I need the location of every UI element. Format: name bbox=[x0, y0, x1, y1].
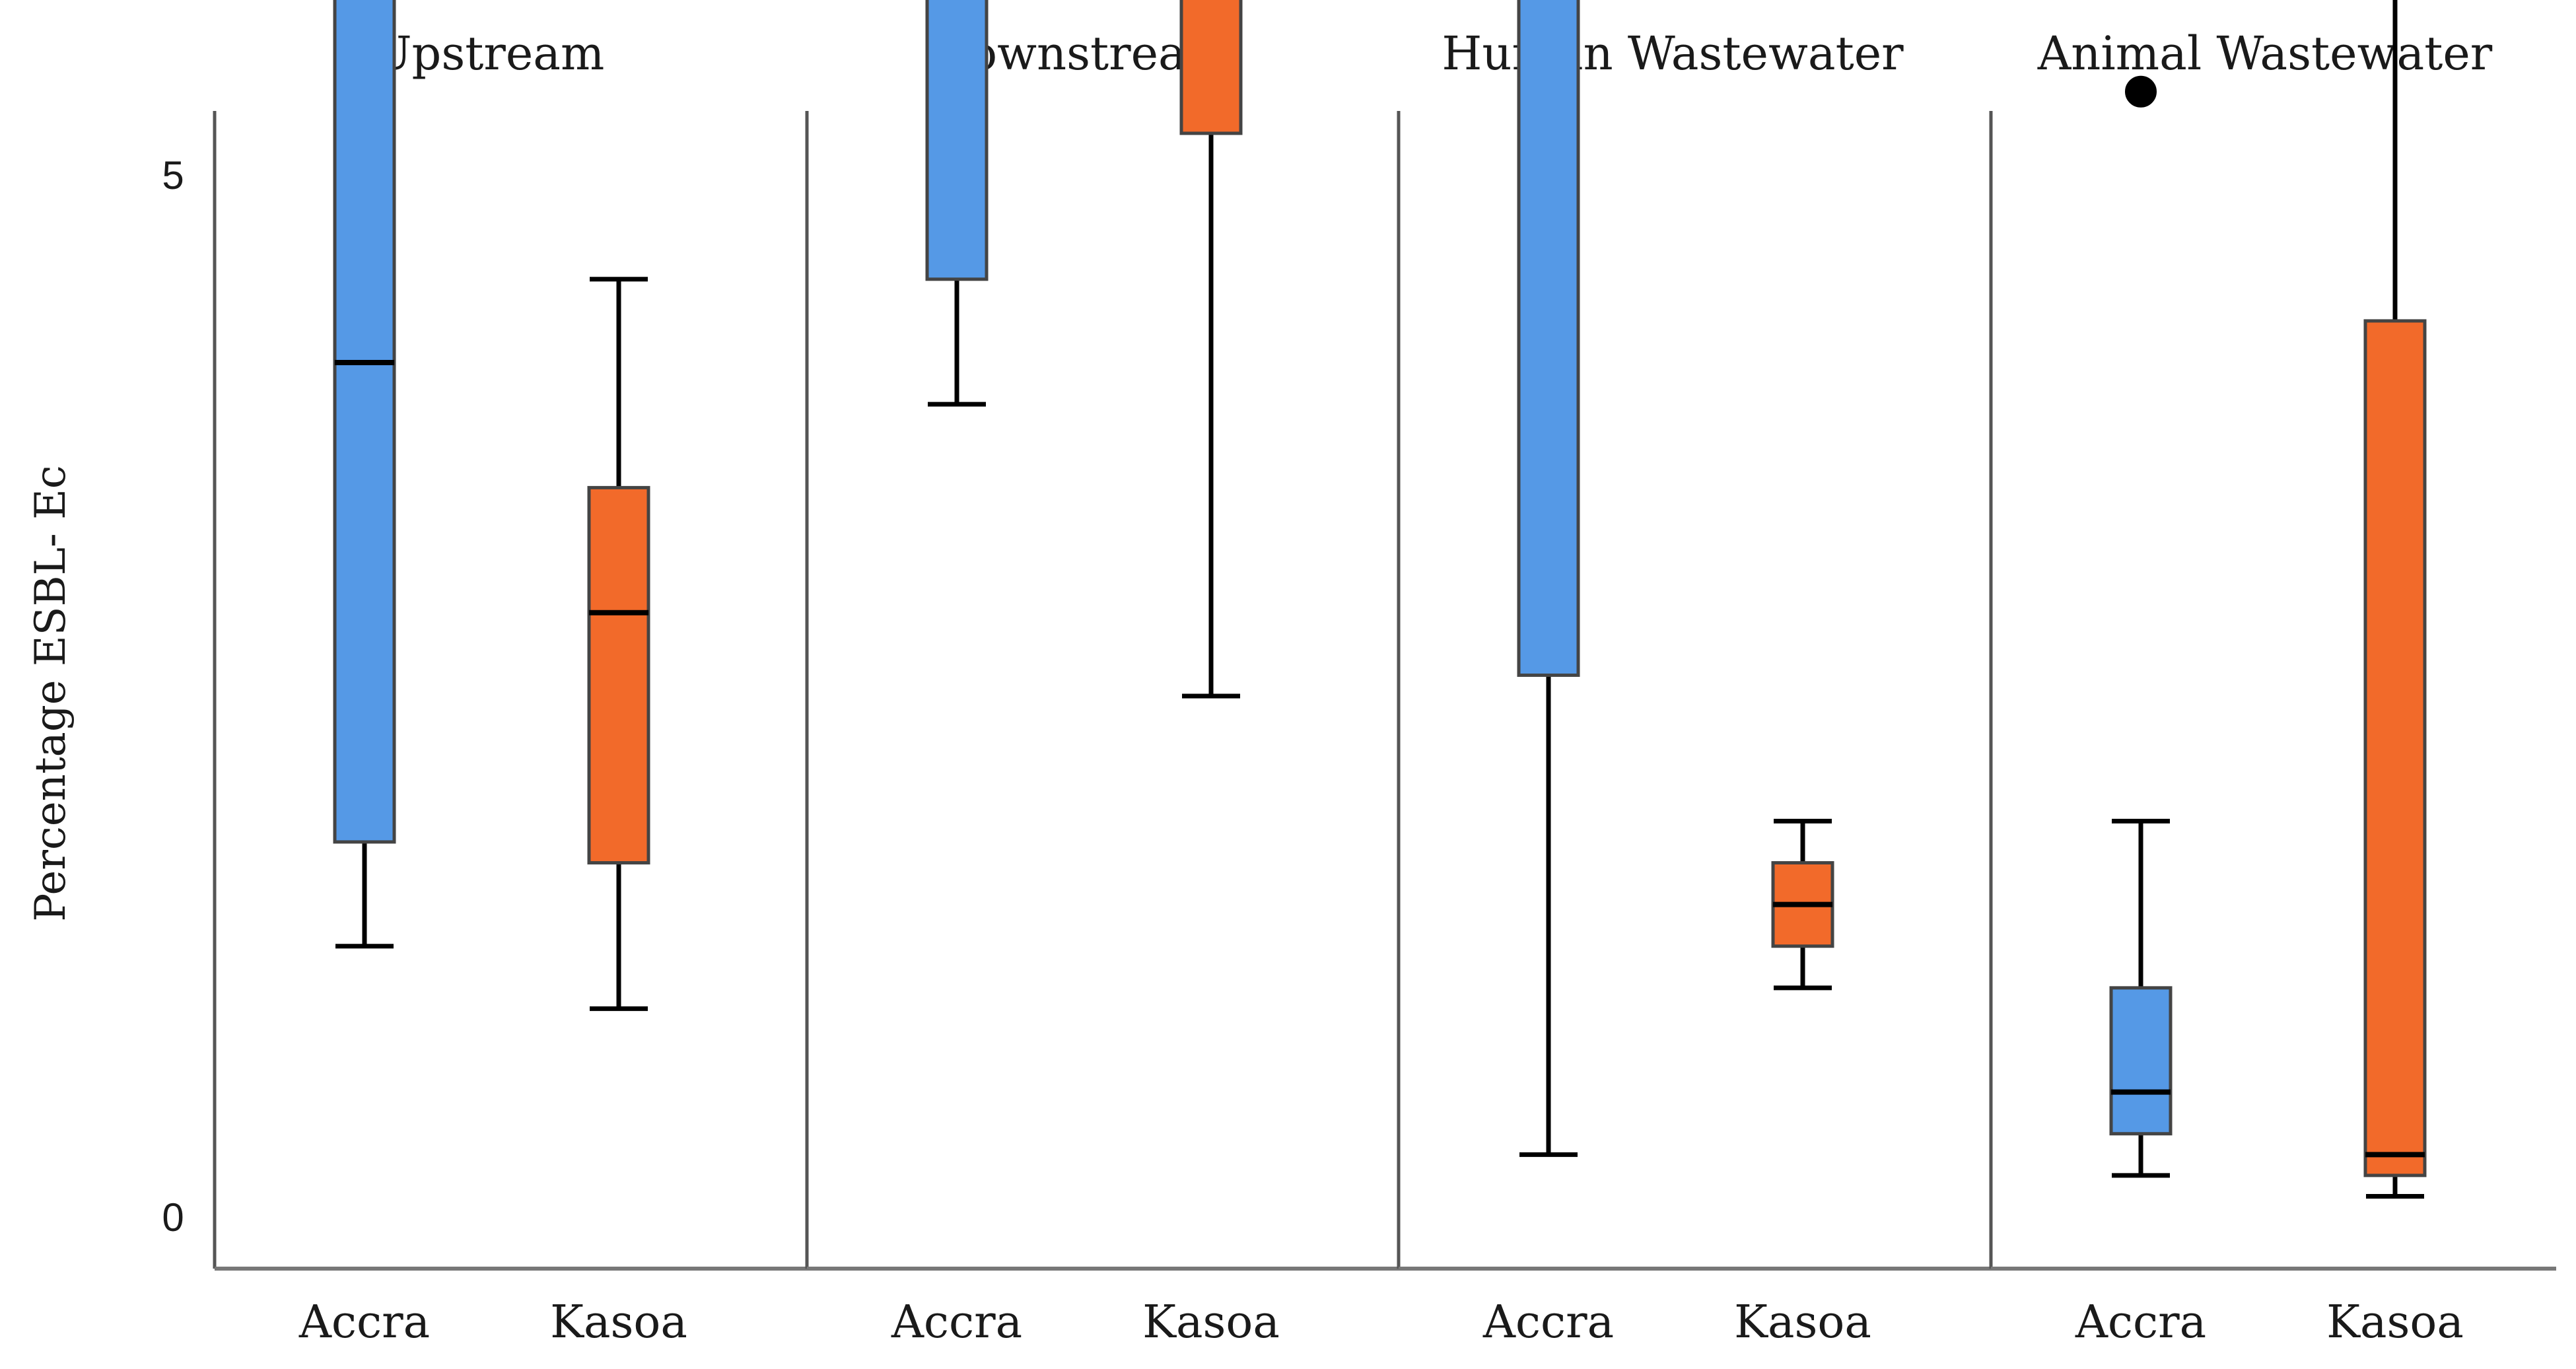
iqr-box bbox=[2109, 986, 2173, 1136]
y-axis-label: Percentage ESBL- Ec bbox=[26, 465, 75, 921]
outlier-point bbox=[2125, 75, 2157, 108]
panel-title: Animal Wastewater bbox=[2037, 26, 2493, 81]
x-tick-label: Kasoa bbox=[550, 1296, 687, 1349]
iqr-box bbox=[1179, 0, 1243, 135]
x-tick-label: Accra bbox=[1482, 1296, 1614, 1349]
box-accra: Accra bbox=[891, 0, 1022, 1349]
iqr-box bbox=[587, 485, 650, 864]
box-kasoa: Kasoa bbox=[1142, 0, 1280, 1349]
panel-title: Upstream bbox=[373, 26, 605, 81]
panel-title: Human Wastewater bbox=[1442, 26, 1904, 81]
box-kasoa: Kasoa bbox=[550, 277, 687, 1349]
box-accra: Accra bbox=[298, 0, 430, 1349]
iqr-box bbox=[925, 0, 989, 281]
facet-panel: Animal Wastewater Accra Kasoa bbox=[1989, 0, 2556, 1349]
facet-panel: Human Wastewater Accra Kasoa bbox=[1397, 0, 2166, 1349]
iqr-box bbox=[333, 0, 396, 844]
iqr-box bbox=[1517, 0, 1580, 677]
y-tick-label: 0 bbox=[162, 1195, 184, 1240]
facet-panel: Upstream Accra Kasoa bbox=[213, 0, 982, 1349]
x-tick-label: Accra bbox=[2075, 1296, 2206, 1349]
x-tick-label: Accra bbox=[298, 1296, 430, 1349]
y-axis-ticks: 0510152025 bbox=[162, 153, 184, 1240]
box-accra: Accra bbox=[2075, 75, 2206, 1349]
x-tick-label: Kasoa bbox=[1142, 1296, 1280, 1349]
x-tick-label: Kasoa bbox=[1734, 1296, 1871, 1349]
box-kasoa: Kasoa bbox=[1734, 818, 1871, 1349]
box-kasoa: Kasoa bbox=[2326, 0, 2464, 1349]
x-tick-label: Kasoa bbox=[2326, 1296, 2464, 1349]
y-tick-label: 5 bbox=[162, 153, 184, 197]
iqr-box bbox=[2363, 319, 2427, 1177]
x-tick-label: Accra bbox=[891, 1296, 1022, 1349]
box-accra: Accra bbox=[1482, 0, 1614, 1349]
